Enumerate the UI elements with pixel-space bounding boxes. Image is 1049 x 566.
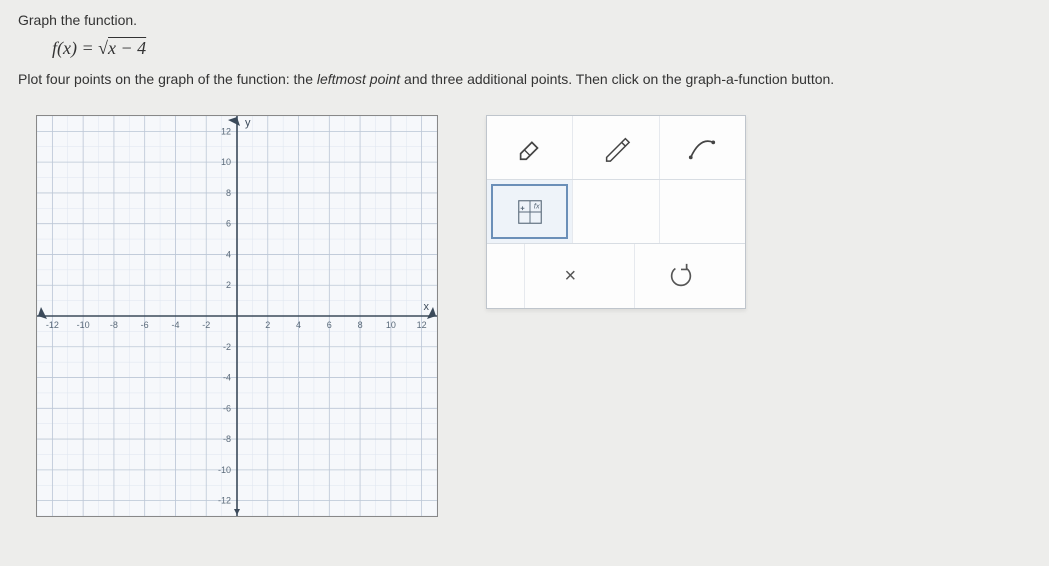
svg-text:4: 4: [226, 249, 231, 259]
instr-emphasis: leftmost point: [317, 71, 400, 87]
svg-text:4: 4: [296, 320, 301, 330]
svg-text:-12: -12: [218, 496, 231, 506]
instruction-heading: Graph the function.: [18, 12, 1031, 28]
placeholder-cell-4: [616, 244, 634, 308]
svg-text:-2: -2: [202, 320, 210, 330]
plot-instruction: Plot four points on the graph of the fun…: [18, 71, 1031, 87]
placeholder-cell-1: [572, 180, 658, 243]
placeholder-cell-2: [659, 180, 745, 243]
svg-text:fx: fx: [533, 201, 539, 210]
svg-text:10: 10: [386, 320, 396, 330]
svg-text:8: 8: [358, 320, 363, 330]
svg-text:12: 12: [417, 320, 427, 330]
pencil-tool[interactable]: [572, 116, 658, 179]
svg-text:2: 2: [265, 320, 270, 330]
clear-button[interactable]: ×: [524, 244, 616, 308]
eraser-icon: [515, 133, 545, 163]
instr-part-a: Plot four points on the graph of the fun…: [18, 71, 317, 87]
svg-text:-6: -6: [223, 403, 231, 413]
svg-text:x: x: [424, 301, 430, 313]
graph-canvas[interactable]: -12 -10 -8 -6 -4 -2 2 4 6 8 10 12 -12 -10 -8 -6 -4 -2 2 4 6 8…: [36, 115, 438, 517]
function-formula: f(x) = √x − 4: [52, 38, 1031, 59]
svg-text:-10: -10: [77, 320, 90, 330]
placeholder-cell-5: [727, 244, 745, 308]
svg-text:-8: -8: [110, 320, 118, 330]
formula-prefix: f(x) = √: [52, 38, 108, 58]
graph-function-button[interactable]: fx: [487, 180, 572, 243]
placeholder-cell-3: [487, 244, 524, 308]
graph-function-icon: fx: [515, 197, 545, 227]
reset-button[interactable]: [634, 244, 726, 308]
reset-icon: [666, 261, 696, 291]
svg-text:10: 10: [221, 157, 231, 167]
svg-text:6: 6: [327, 320, 332, 330]
close-icon: ×: [564, 265, 576, 288]
pencil-icon: [601, 133, 631, 163]
instr-part-b: and three additional points. Then click …: [400, 71, 834, 87]
svg-text:8: 8: [226, 188, 231, 198]
svg-text:-6: -6: [141, 320, 149, 330]
svg-text:12: 12: [221, 126, 231, 136]
svg-text:-10: -10: [218, 465, 231, 475]
curve-tool[interactable]: [659, 116, 745, 179]
svg-text:-8: -8: [223, 434, 231, 444]
eraser-tool[interactable]: [487, 116, 572, 179]
svg-text:6: 6: [226, 219, 231, 229]
svg-text:-4: -4: [223, 373, 231, 383]
svg-text:-2: -2: [223, 342, 231, 352]
formula-radicand: x − 4: [108, 38, 146, 58]
svg-text:-12: -12: [46, 320, 59, 330]
tool-panel: fx ×: [486, 115, 746, 309]
svg-text:-4: -4: [171, 320, 179, 330]
svg-text:y: y: [245, 117, 251, 129]
svg-text:2: 2: [226, 280, 231, 290]
curve-icon: [687, 133, 717, 163]
